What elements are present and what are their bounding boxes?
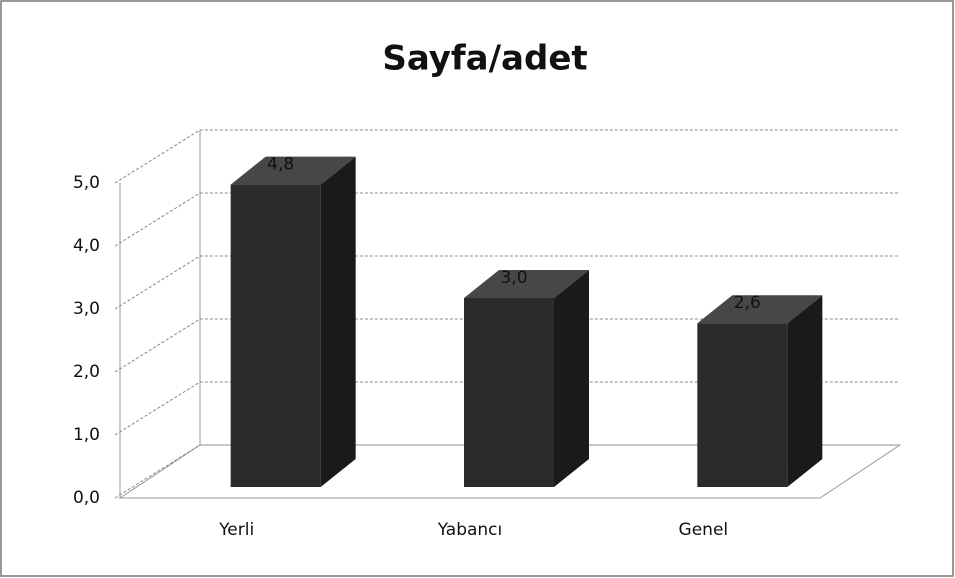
grid-line — [114, 381, 900, 436]
bar — [230, 184, 321, 487]
y-tick-label: 3,0 — [73, 299, 100, 319]
bar — [697, 323, 788, 487]
x-tick-label: Genel — [679, 520, 729, 540]
y-tick-label: 5,0 — [73, 173, 100, 193]
y-tick-label: 0,0 — [73, 488, 100, 508]
x-tick-label: Yerli — [218, 520, 254, 540]
y-tick-label: 4,0 — [73, 236, 100, 256]
bar-side — [320, 156, 356, 487]
bar-side — [554, 270, 589, 487]
grid-line — [114, 318, 900, 373]
x-tick-label: Yabancı — [437, 520, 503, 540]
data-label: 3,0 — [500, 268, 527, 288]
y-tick-label: 1,0 — [73, 425, 100, 445]
data-label: 4,8 — [267, 155, 294, 175]
bar-side — [787, 295, 823, 487]
bar-top — [464, 270, 589, 298]
data-label: 2,6 — [734, 293, 761, 313]
chart-title: Sayfa/adet — [382, 39, 587, 79]
bar-top — [697, 295, 823, 324]
grid-line — [114, 129, 900, 184]
bar-top — [230, 156, 356, 185]
grid-line — [114, 192, 900, 247]
y-tick-label: 2,0 — [73, 362, 100, 382]
grid-line — [114, 444, 900, 499]
grid-line — [114, 255, 900, 310]
bar — [464, 298, 554, 487]
